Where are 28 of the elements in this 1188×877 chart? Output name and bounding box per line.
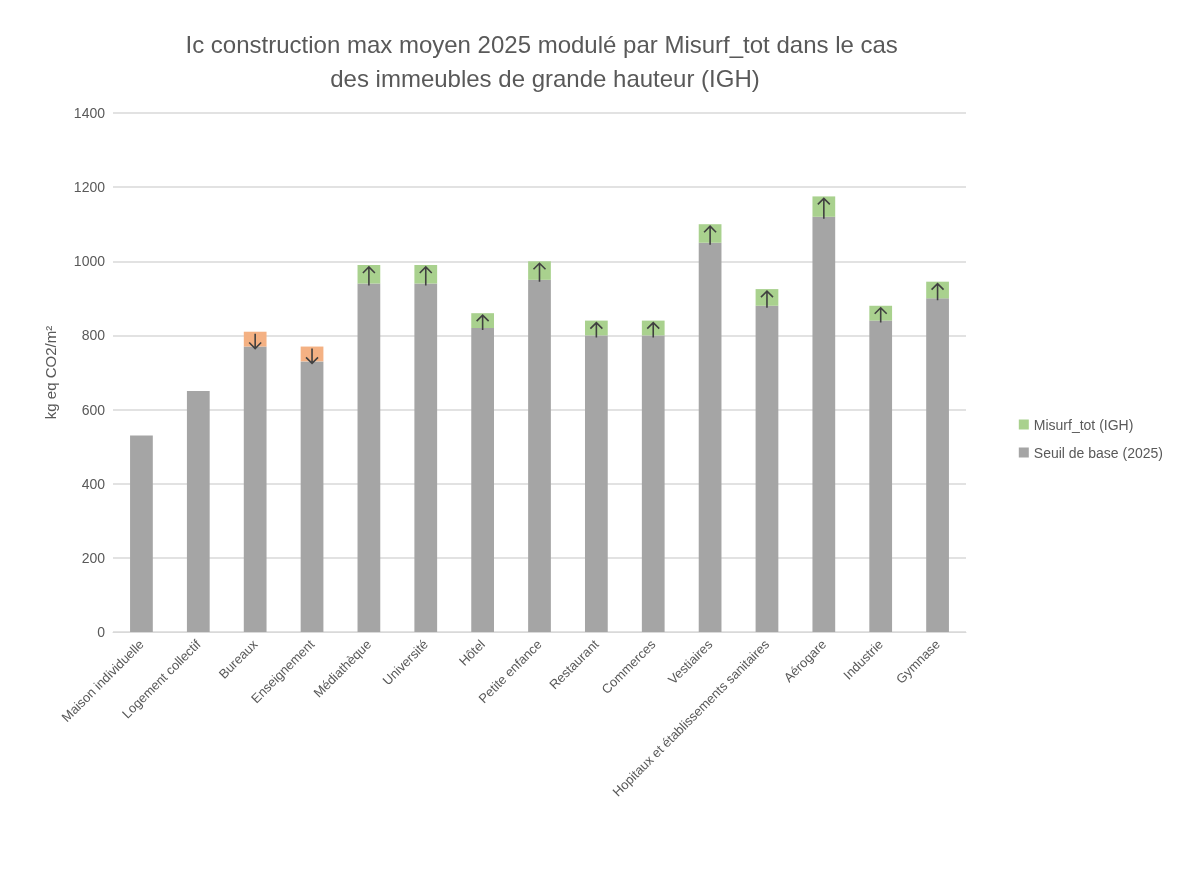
y-tick-label: 800 [81,327,106,344]
y-tick-label: 400 [81,475,106,492]
y-axis-title: kg eq CO2/m² [42,325,59,420]
bar [471,328,495,632]
bar [528,261,551,280]
bar [755,305,779,632]
bar [300,361,324,632]
y-tick-label: 0 [97,624,106,640]
bar [926,298,949,632]
legend-label: Misurf_tot (IGH) [1033,416,1134,433]
bar [698,242,722,632]
bar [243,346,267,632]
legend-label: Seuil de base (2025) [1033,444,1163,461]
bar [641,335,665,632]
y-tick-label: 1400 [73,105,106,121]
bar [869,320,893,632]
y-tick-label: 600 [81,401,106,418]
y-tick-label: 200 [81,549,106,566]
y-tick-label: 1000 [73,253,106,270]
bar [812,216,836,632]
bar [414,283,438,632]
chart-title: Ic construction max moyen 2025 modulé par Misurf_tot dans le cas des immeubles de grande hauteur (IGH) [185,30,905,92]
bar [584,335,608,632]
bar [130,435,153,632]
bar [528,279,551,632]
bar [186,391,210,632]
bar [357,283,381,632]
y-tick-label: 1200 [73,179,106,196]
